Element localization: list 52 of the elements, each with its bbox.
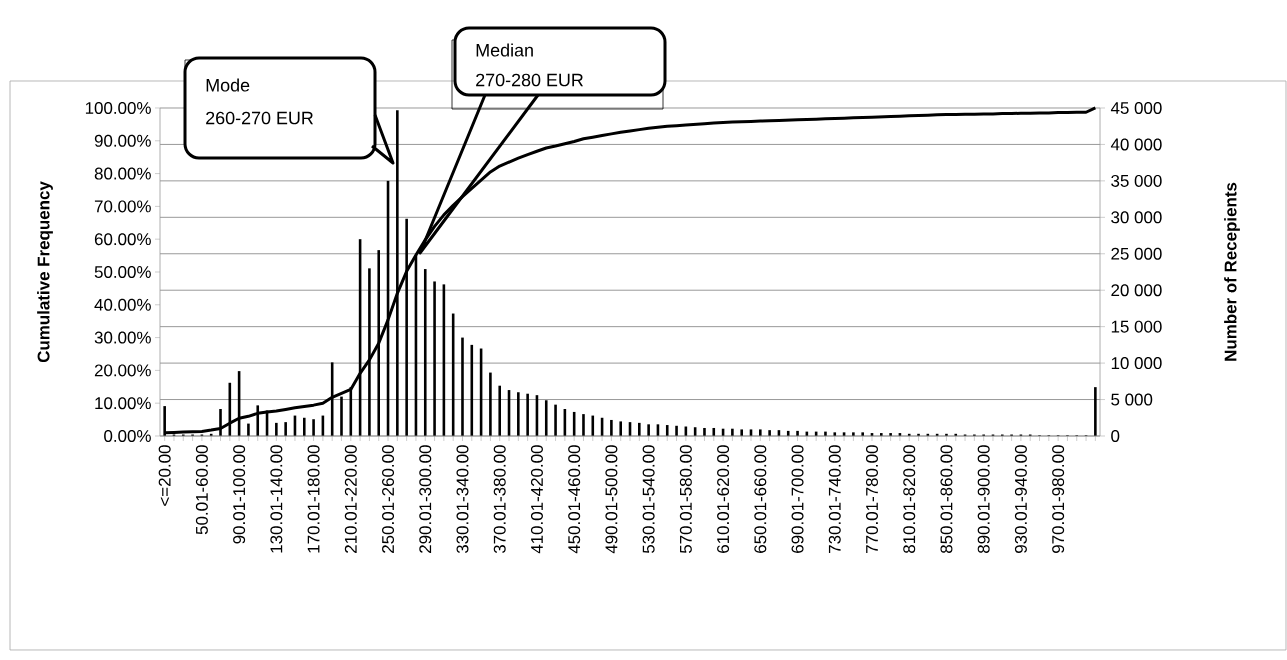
x-tick-label: 330.01-340.00 [456, 445, 469, 554]
y-tick-label: 40.00% [94, 298, 151, 311]
x-tick-label: 170.01-180.00 [307, 445, 320, 553]
text: Mode [206, 78, 250, 92]
x-tick-label: 930.01-940.00 [1014, 445, 1027, 553]
x-tick-label: 650.01-660.00 [754, 445, 767, 553]
y-tick-label: 20.00% [94, 364, 151, 377]
x-tick-label: 410.01-420.00 [530, 445, 543, 554]
y2-tick-label: 45 000 [1110, 101, 1162, 114]
x-tick-label: 810.01-820.00 [903, 445, 916, 554]
text: 270-280 EUR [476, 73, 583, 87]
x-tick-label: 490.01-500.00 [605, 445, 618, 554]
y-tick-label: 80.00% [94, 167, 151, 180]
x-tick-label: 850.01-860.00 [940, 445, 953, 554]
x-tick-label: 210.01-220.00 [344, 445, 357, 553]
y-tick-label: 70.00% [94, 200, 151, 213]
x-tick-label: 250.01-260.00 [382, 445, 395, 553]
y2-axis-title: Number of Recepients [1224, 182, 1240, 361]
y-tick-label: 50.00% [94, 265, 151, 278]
x-tick-label: 90.01-100.00 [233, 445, 246, 544]
y-tick-label: 60.00% [94, 233, 151, 246]
y2-tick-label: 40 000 [1110, 138, 1162, 151]
x-tick-label: 970.01-980.00 [1052, 445, 1065, 553]
annotation: 260-270 EUR [206, 111, 313, 125]
x-tick-label: 730.01-740.00 [828, 445, 841, 553]
y2-tick-label: 35 000 [1111, 174, 1162, 187]
x-tick-label: 690.01-700.00 [791, 445, 804, 553]
x-tick-label: 890.01-900.00 [977, 445, 990, 554]
x-tick-label: 370.01-380.00 [493, 445, 506, 554]
y2-tick-label: 0 [1111, 429, 1120, 442]
x-tick-label: 290.01-300.00 [419, 445, 432, 553]
y2-tick-label: 30 000 [1111, 211, 1162, 224]
y-tick-label: 100.00% [85, 101, 151, 114]
y2-tick-label: 5 000 [1111, 393, 1153, 406]
y2-tick-label: 25 000 [1111, 247, 1162, 260]
y-tick-label: 90.00% [94, 134, 151, 147]
y-tick-label: 30.00% [94, 331, 151, 344]
x-tick-label: 570.01-580.00 [679, 445, 692, 554]
y2-tick-label: 15 000 [1111, 320, 1162, 333]
x-tick-label: 530.01-540.00 [642, 445, 655, 554]
y2-tick-label: 10 000 [1111, 357, 1162, 370]
y-axis-title: Cumulative Frequency [37, 181, 53, 363]
y2-tick-label: 20 000 [1111, 284, 1162, 297]
x-tick-label: 450.01-460.00 [568, 445, 581, 554]
x-tick-label: 50.01-60.00 [195, 445, 208, 535]
y-tick-label: 10.00% [95, 397, 151, 410]
x-tick-label: 130.01-140.00 [270, 445, 283, 553]
text: Median [476, 43, 533, 57]
x-tick-label: 610.01-620.00 [717, 445, 730, 553]
x-tick-label: <=20.00 [158, 445, 171, 506]
y-tick-label: 0.00% [104, 429, 151, 442]
x-tick-label: 770.01-780.00 [866, 445, 878, 553]
